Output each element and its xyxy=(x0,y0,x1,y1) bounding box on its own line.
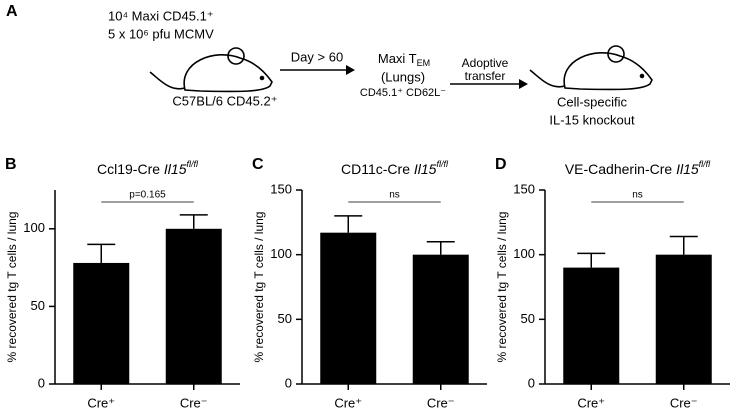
y-tick-label: 50 xyxy=(521,311,535,326)
schematic-text: Day > 60 xyxy=(291,49,343,64)
x-tick-label: Cre⁺ xyxy=(87,395,115,410)
title-sup: fl/fl xyxy=(436,159,449,169)
title-gene: Il15 xyxy=(414,161,437,177)
error-bar xyxy=(179,214,208,229)
y-tick-label: 0 xyxy=(528,375,535,390)
x-tick-label: Cre⁺ xyxy=(577,395,605,410)
x-tick-label: Cre⁺ xyxy=(334,395,362,410)
schematic-text: IL-15 knockout xyxy=(549,112,635,127)
error-bar xyxy=(426,240,455,255)
title-text: CD11c-Cre xyxy=(341,161,414,177)
bar xyxy=(165,228,222,384)
annotation: p=0.165 xyxy=(129,190,166,201)
chart-title: Ccl19-Cre Il15fl/fl xyxy=(97,159,199,176)
y-tick-label: 100 xyxy=(513,246,535,261)
y-tick-label: 0 xyxy=(38,375,45,390)
title-text: Ccl19-Cre xyxy=(97,161,164,177)
error-bar xyxy=(87,243,116,263)
mouse-icon xyxy=(149,47,273,93)
schematic-text: Adoptive xyxy=(462,56,509,70)
y-tick-label: 100 xyxy=(270,246,292,261)
title-sup: fl/fl xyxy=(186,159,199,169)
y-axis-label: % recovered tg T cells / lung xyxy=(252,212,266,363)
x-tick-label: Cre⁻ xyxy=(670,395,698,410)
schematic-text: 5 x 10⁶ pfu MCMV xyxy=(108,26,214,41)
x-tick-label: Cre⁻ xyxy=(180,395,208,410)
panel-label: A xyxy=(6,3,18,20)
bar xyxy=(412,254,469,384)
bar xyxy=(73,262,130,384)
error-bar xyxy=(334,215,363,233)
x-tick-label: Cre⁻ xyxy=(427,395,455,410)
schematic-text: (Lungs) xyxy=(381,69,425,84)
schematic-text: transfer xyxy=(465,69,506,83)
schematic-text: CD45.1⁺ CD62L⁻ xyxy=(360,87,446,99)
y-axis-label: % recovered tg T cells / lung xyxy=(5,212,19,363)
y-tick-label: 50 xyxy=(31,298,45,313)
arrow-head xyxy=(519,79,528,89)
schematic-text: C57BL/6 CD45.2⁺ xyxy=(172,93,277,108)
title-sup: fl/fl xyxy=(699,159,712,169)
y-tick-label: 50 xyxy=(278,311,292,326)
y-tick-label: 150 xyxy=(513,181,535,196)
annotation: ns xyxy=(632,190,643,201)
bar xyxy=(563,267,620,384)
y-axis-label: % recovered tg T cells / lung xyxy=(495,212,509,363)
chart-title: CD11c-Cre Il15fl/fl xyxy=(341,159,449,176)
mouse-icon xyxy=(529,45,653,91)
panel-label: D xyxy=(495,156,507,173)
title-text: VE-Cadherin-Cre xyxy=(565,161,676,177)
bar xyxy=(655,254,712,384)
error-bar xyxy=(669,235,698,255)
schematic-text: Maxi TEM xyxy=(378,51,430,68)
bar xyxy=(320,232,377,384)
panel-label: C xyxy=(252,156,264,173)
y-tick-label: 0 xyxy=(285,375,292,390)
schematic-text: 10⁴ Maxi CD45.1⁺ xyxy=(108,8,214,23)
title-gene: Il15 xyxy=(164,161,187,177)
y-tick-label: 150 xyxy=(270,181,292,196)
schematic-text: Cell-specific xyxy=(557,94,628,109)
title-gene: Il15 xyxy=(676,161,699,177)
y-tick-label: 100 xyxy=(23,220,45,235)
arrow-head xyxy=(346,65,355,75)
annotation: ns xyxy=(389,190,400,201)
error-bar xyxy=(577,252,606,268)
panel-label: B xyxy=(5,156,17,173)
chart-title: VE-Cadherin-Cre Il15fl/fl xyxy=(565,159,711,176)
